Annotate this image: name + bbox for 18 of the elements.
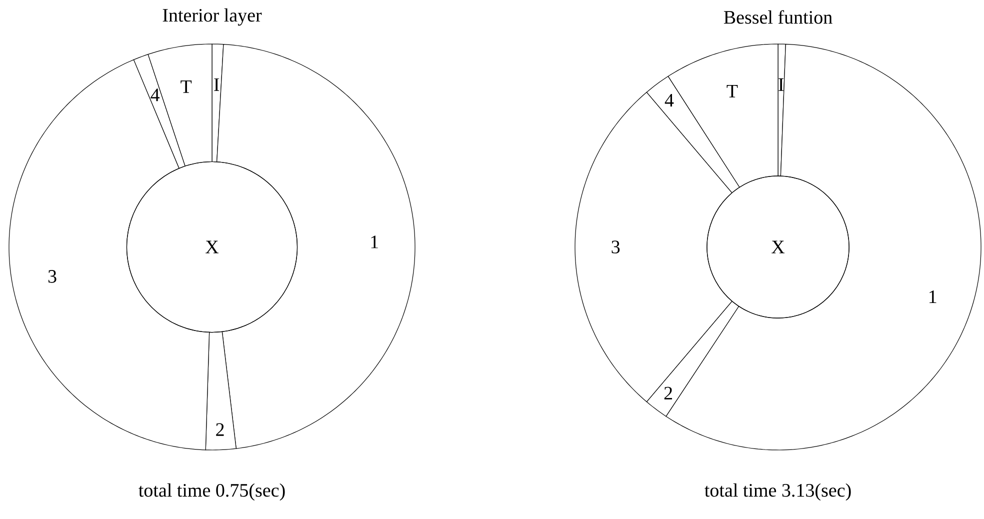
slice-label: 1: [371, 236, 378, 248]
slice-label: 3: [48, 270, 56, 283]
slice-label: 2: [664, 386, 672, 400]
slice-label: 1: [930, 290, 936, 303]
slice-label: 2: [216, 423, 224, 436]
text: X: [206, 240, 219, 254]
text: total time 3.13(sec): [704, 483, 851, 501]
slice-label: 4: [150, 88, 160, 102]
text: X: [772, 240, 785, 254]
slice-label: T: [180, 80, 192, 93]
slice-label: 3: [612, 240, 620, 254]
slice-label: I: [778, 78, 784, 91]
slice-label: I: [214, 78, 220, 91]
text: total time 0.75(sec): [138, 483, 285, 501]
slice-label: T: [726, 84, 738, 98]
chart-title: Bessel funtion: [724, 10, 832, 24]
chart-title: Interior layer: [162, 8, 262, 26]
slice-label: 4: [664, 94, 674, 106]
